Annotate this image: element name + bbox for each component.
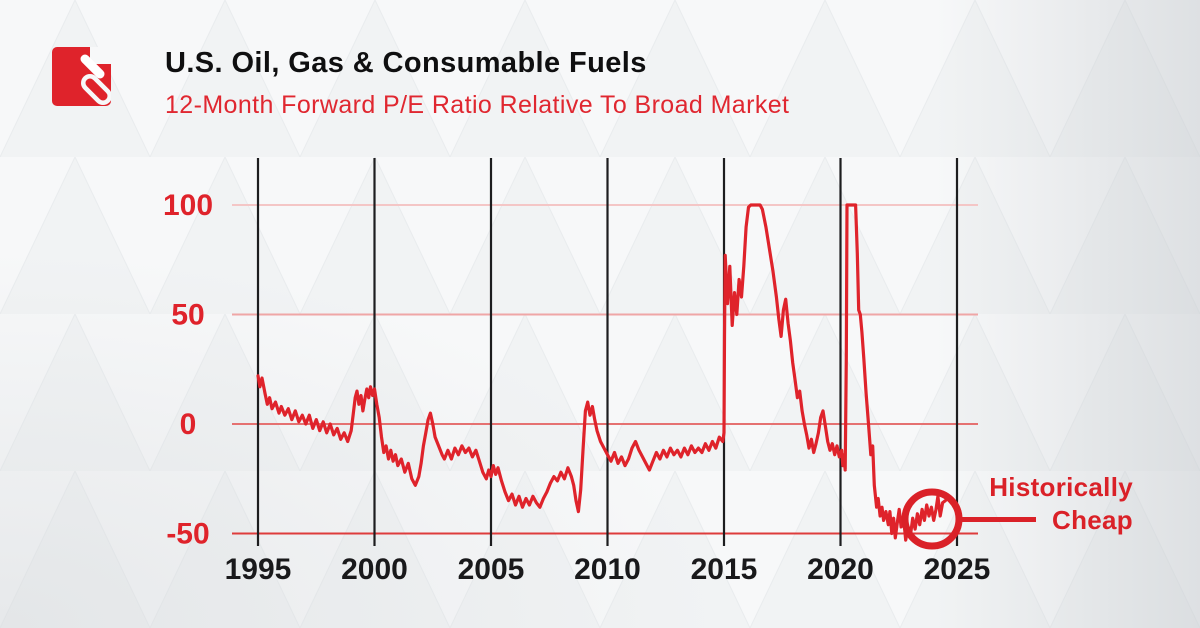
x-tick-label: 1995	[225, 553, 292, 586]
page-subtitle: 12-Month Forward P/E Ratio Relative To B…	[165, 91, 790, 120]
x-tick-label: 2020	[807, 553, 874, 586]
historically-cheap-callout: Historically Cheap	[989, 471, 1133, 537]
page-title: U.S. Oil, Gas & Consumable Fuels	[165, 47, 647, 79]
pe-ratio-line	[256, 203, 947, 542]
header: U.S. Oil, Gas & Consumable Fuels 12-Mont…	[52, 47, 789, 120]
x-tick-label: 2025	[924, 553, 991, 586]
brand-logo	[52, 47, 112, 106]
x-tick-label: 2010	[574, 553, 641, 586]
highlight-circle	[901, 488, 963, 550]
logo-red-slash	[85, 78, 108, 101]
logo-white-slash	[80, 54, 105, 79]
callout-line-1: Historically	[989, 472, 1133, 502]
x-tick-label: 2015	[691, 553, 758, 586]
y-tick-label: 50	[171, 299, 204, 332]
x-tick-label: 2005	[458, 553, 525, 586]
y-tick-label: 0	[180, 408, 197, 441]
x-tick-label: 2000	[341, 553, 408, 586]
y-tick-label: -50	[166, 518, 209, 551]
y-tick-label: 100	[163, 189, 213, 222]
callout-line-2: Cheap	[1052, 504, 1133, 535]
